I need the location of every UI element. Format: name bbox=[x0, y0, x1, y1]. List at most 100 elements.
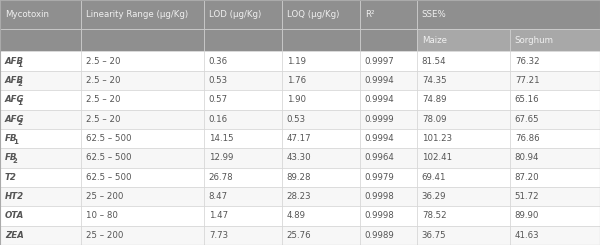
Text: 0.9994: 0.9994 bbox=[365, 134, 395, 143]
Bar bbox=[0, 0, 81, 29]
Text: 2: 2 bbox=[17, 120, 22, 126]
Text: 43.30: 43.30 bbox=[287, 153, 311, 162]
Text: 25.76: 25.76 bbox=[287, 231, 311, 240]
Text: 89.28: 89.28 bbox=[287, 173, 311, 182]
Bar bbox=[282, 206, 360, 226]
Text: 25 – 200: 25 – 200 bbox=[86, 192, 123, 201]
Text: 69.41: 69.41 bbox=[422, 173, 446, 182]
Bar bbox=[204, 90, 282, 110]
Bar bbox=[510, 148, 600, 168]
Bar bbox=[282, 129, 360, 148]
Bar bbox=[204, 0, 282, 29]
Text: AFG: AFG bbox=[5, 115, 25, 124]
Text: 62.5 – 500: 62.5 – 500 bbox=[86, 153, 131, 162]
Text: 36.29: 36.29 bbox=[422, 192, 446, 201]
Text: 28.23: 28.23 bbox=[287, 192, 311, 201]
Text: 0.16: 0.16 bbox=[209, 115, 228, 124]
Bar bbox=[510, 110, 600, 129]
Bar bbox=[282, 168, 360, 187]
Bar bbox=[0, 129, 81, 148]
Bar bbox=[360, 110, 417, 129]
Bar bbox=[417, 29, 510, 51]
Bar bbox=[0, 226, 81, 245]
Bar bbox=[417, 51, 510, 71]
Bar bbox=[360, 187, 417, 206]
Text: 0.53: 0.53 bbox=[209, 76, 228, 85]
Text: 0.9964: 0.9964 bbox=[365, 153, 395, 162]
Bar bbox=[417, 129, 510, 148]
Text: FB: FB bbox=[5, 134, 17, 143]
Bar bbox=[282, 90, 360, 110]
Text: Sorghum: Sorghum bbox=[515, 36, 554, 45]
Bar bbox=[417, 206, 510, 226]
Text: 0.9998: 0.9998 bbox=[365, 211, 395, 220]
Text: OTA: OTA bbox=[5, 211, 24, 220]
Bar bbox=[282, 148, 360, 168]
Bar bbox=[204, 129, 282, 148]
Bar bbox=[417, 226, 510, 245]
Bar bbox=[81, 0, 204, 29]
Bar bbox=[510, 29, 600, 51]
Text: Linearity Range (μg/Kg): Linearity Range (μg/Kg) bbox=[86, 10, 188, 19]
Text: 101.23: 101.23 bbox=[422, 134, 452, 143]
Bar bbox=[204, 29, 282, 51]
Bar bbox=[204, 187, 282, 206]
Text: 1.90: 1.90 bbox=[287, 95, 306, 104]
Text: 7.73: 7.73 bbox=[209, 231, 228, 240]
Text: 62.5 – 500: 62.5 – 500 bbox=[86, 134, 131, 143]
Bar bbox=[360, 148, 417, 168]
Text: 74.89: 74.89 bbox=[422, 95, 446, 104]
Bar bbox=[417, 110, 510, 129]
Text: 2.5 – 20: 2.5 – 20 bbox=[86, 76, 121, 85]
Text: 4.89: 4.89 bbox=[287, 211, 306, 220]
Text: T2: T2 bbox=[5, 173, 17, 182]
Text: 0.9994: 0.9994 bbox=[365, 76, 395, 85]
Text: Mycotoxin: Mycotoxin bbox=[5, 10, 49, 19]
Bar bbox=[510, 90, 600, 110]
Bar bbox=[204, 148, 282, 168]
Text: 2.5 – 20: 2.5 – 20 bbox=[86, 57, 121, 66]
Bar bbox=[360, 206, 417, 226]
Bar bbox=[510, 226, 600, 245]
Bar bbox=[81, 71, 204, 90]
Text: 89.90: 89.90 bbox=[515, 211, 539, 220]
Text: 74.35: 74.35 bbox=[422, 76, 446, 85]
Bar bbox=[510, 168, 600, 187]
Text: 102.41: 102.41 bbox=[422, 153, 452, 162]
Text: 8.47: 8.47 bbox=[209, 192, 228, 201]
Text: AFG: AFG bbox=[5, 95, 25, 104]
Bar bbox=[510, 129, 600, 148]
Bar bbox=[0, 71, 81, 90]
Bar bbox=[360, 90, 417, 110]
Bar bbox=[0, 148, 81, 168]
Bar bbox=[510, 206, 600, 226]
Text: 36.75: 36.75 bbox=[422, 231, 446, 240]
Bar bbox=[0, 206, 81, 226]
Bar bbox=[0, 187, 81, 206]
Text: 41.63: 41.63 bbox=[515, 231, 539, 240]
Bar bbox=[282, 0, 360, 29]
Bar bbox=[204, 51, 282, 71]
Bar bbox=[417, 187, 510, 206]
Bar bbox=[81, 110, 204, 129]
Text: 76.86: 76.86 bbox=[515, 134, 539, 143]
Text: 1.76: 1.76 bbox=[287, 76, 306, 85]
Bar bbox=[510, 51, 600, 71]
Text: 26.78: 26.78 bbox=[209, 173, 233, 182]
Bar bbox=[360, 29, 417, 51]
Text: 78.52: 78.52 bbox=[422, 211, 446, 220]
Text: 76.32: 76.32 bbox=[515, 57, 539, 66]
Bar bbox=[510, 71, 600, 90]
Text: 78.09: 78.09 bbox=[422, 115, 446, 124]
Text: ZEA: ZEA bbox=[5, 231, 23, 240]
Bar bbox=[282, 187, 360, 206]
Bar bbox=[510, 187, 600, 206]
Bar bbox=[0, 168, 81, 187]
Text: 1: 1 bbox=[13, 139, 18, 145]
Bar bbox=[360, 0, 417, 29]
Text: SSE%: SSE% bbox=[422, 10, 446, 19]
Text: 87.20: 87.20 bbox=[515, 173, 539, 182]
Text: AFB: AFB bbox=[5, 57, 24, 66]
Text: 25 – 200: 25 – 200 bbox=[86, 231, 123, 240]
Bar bbox=[81, 29, 204, 51]
